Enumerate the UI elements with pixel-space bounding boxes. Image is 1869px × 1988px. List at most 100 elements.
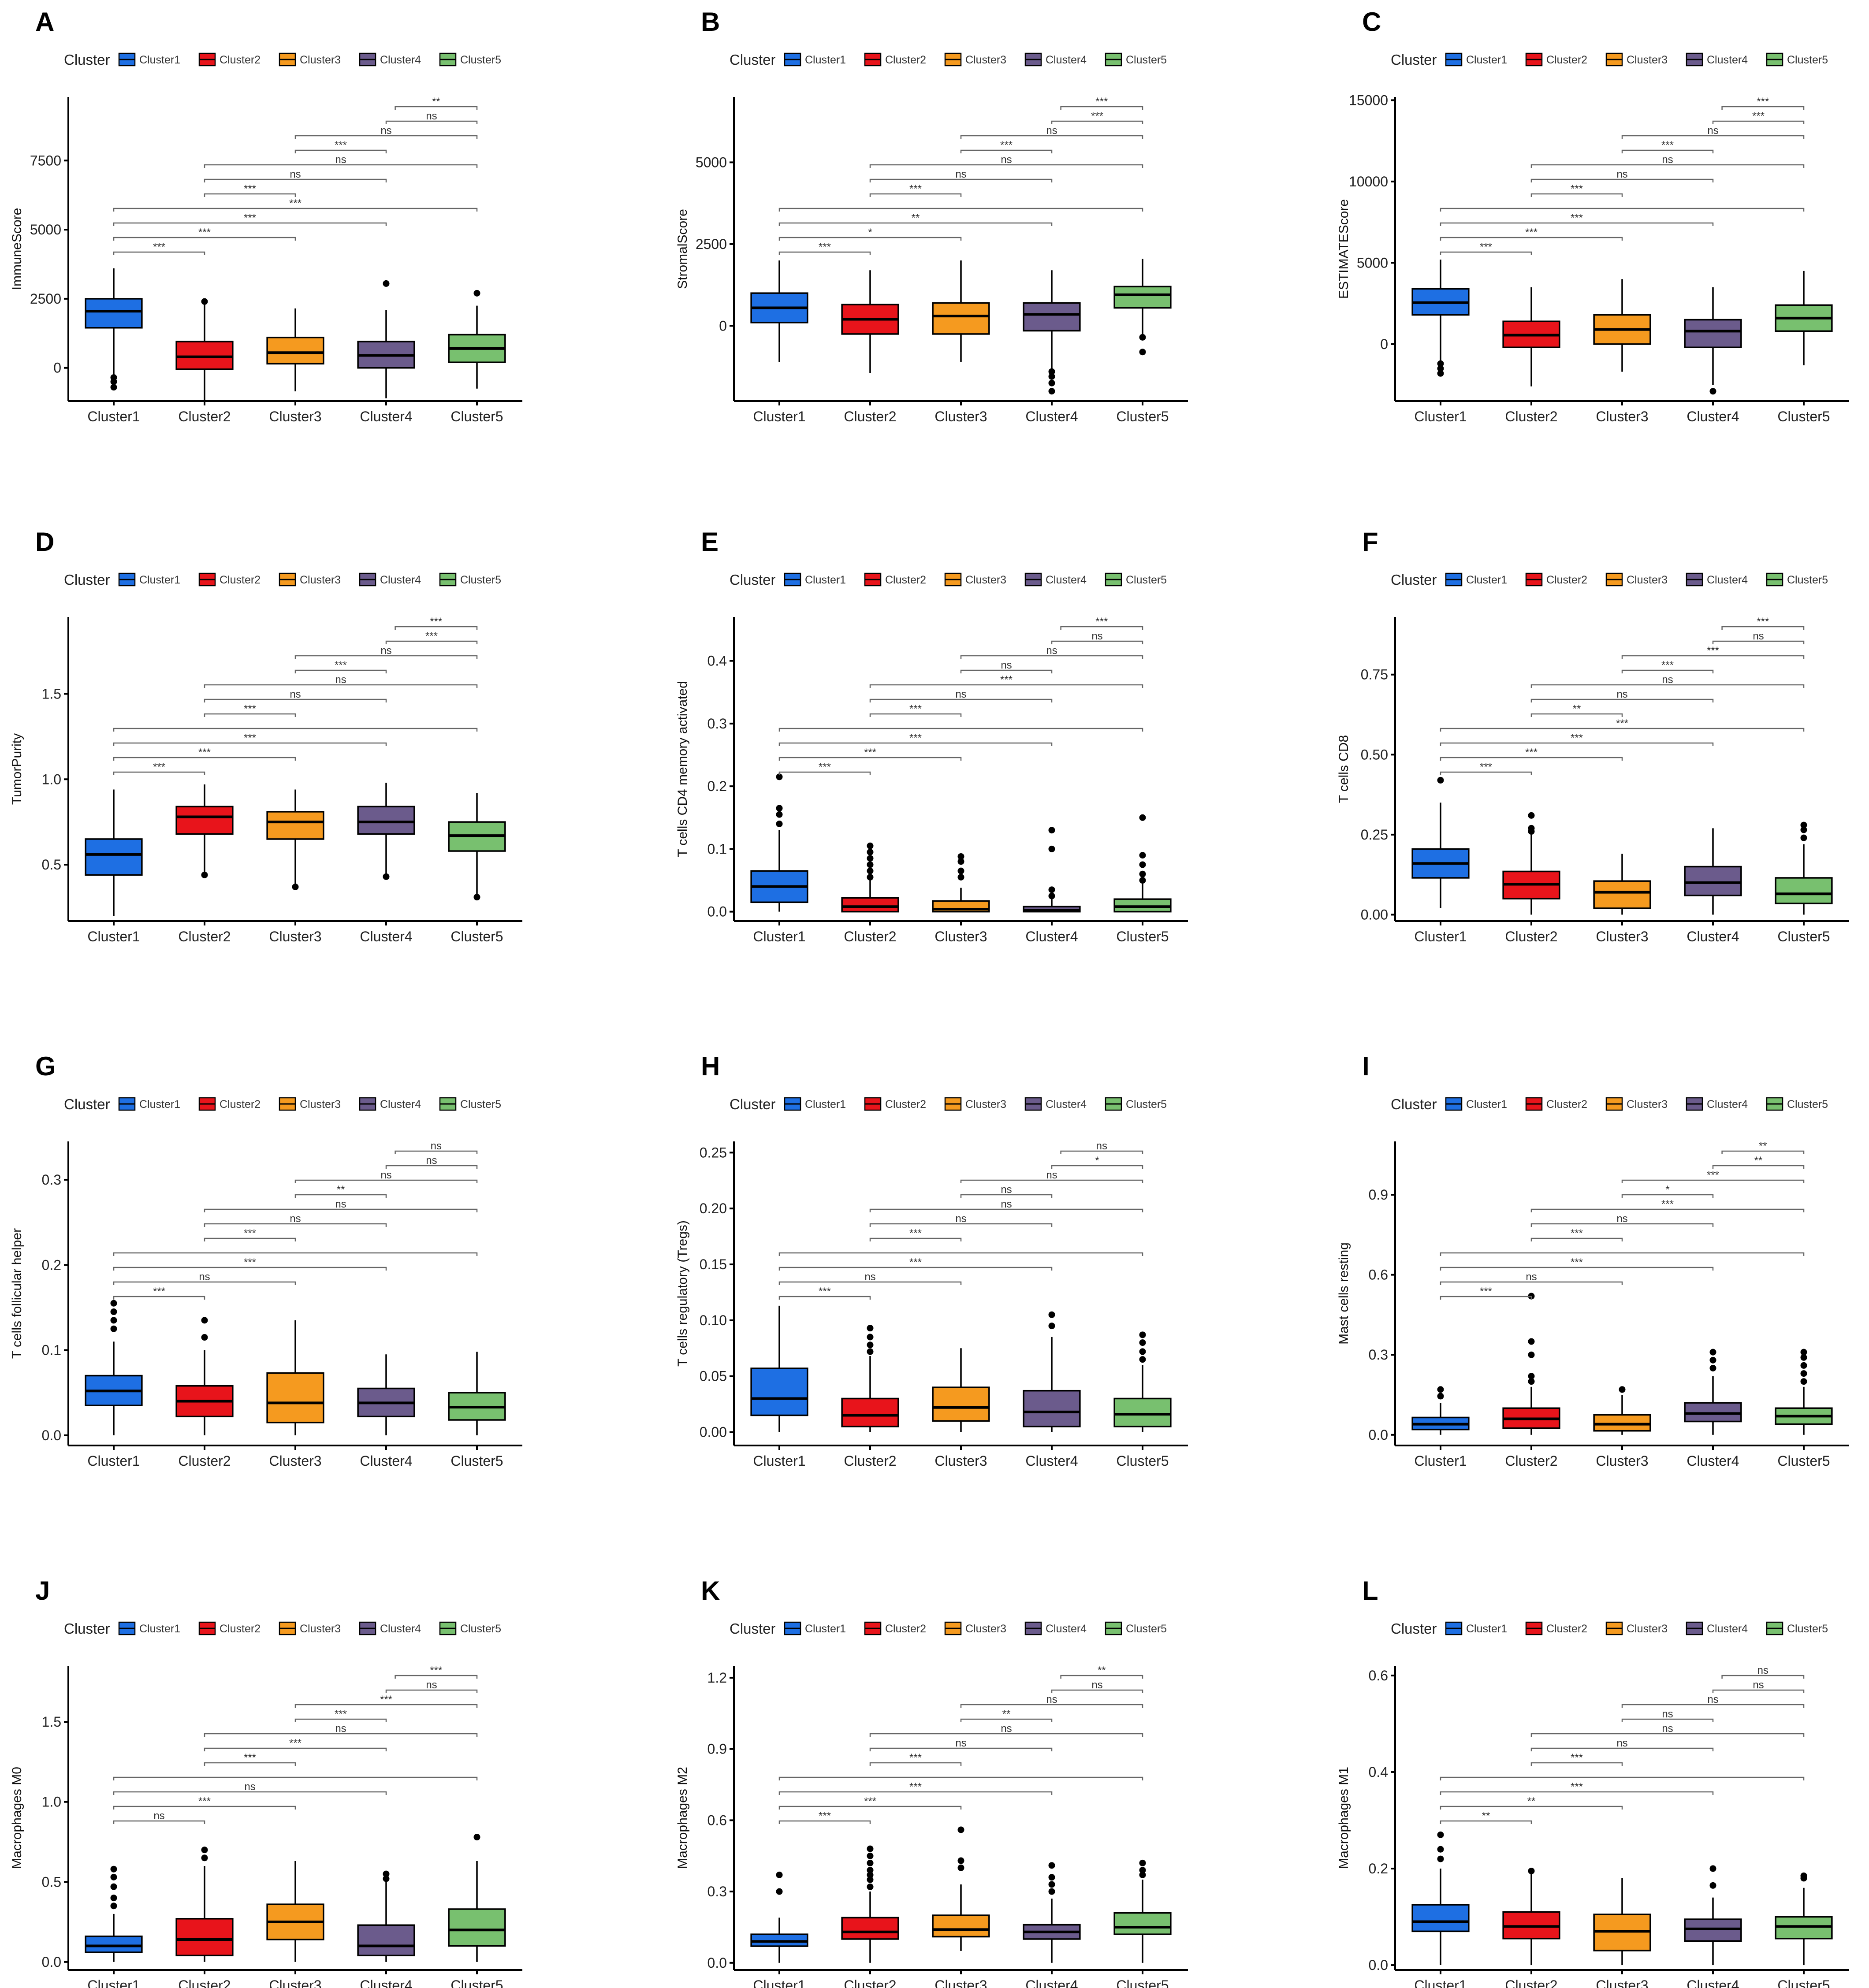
significance-bracket: *** <box>869 703 962 717</box>
outlier-point <box>292 883 299 890</box>
legend-swatch-5 <box>1766 1621 1783 1635</box>
significance-label: ns <box>1662 154 1673 166</box>
legend-label: Cluster3 <box>300 1623 341 1635</box>
outlier-point <box>776 811 783 818</box>
legend-swatch-1 <box>118 1097 136 1111</box>
significance-label: ** <box>1754 1155 1763 1167</box>
significance-label: ns <box>1662 674 1673 686</box>
box-body <box>1593 1414 1651 1432</box>
bracket-line <box>204 164 478 168</box>
y-tick-label: 0.05 <box>700 1368 727 1384</box>
y-tick-label: 0.50 <box>1361 747 1388 762</box>
legend-swatch-5 <box>1105 572 1122 587</box>
y-tick-label: 0.25 <box>700 1144 727 1160</box>
y-tick-label: 5000 <box>30 222 61 238</box>
significance-bracket: *** <box>1440 717 1805 732</box>
legend-label: Cluster2 <box>220 54 261 66</box>
significance-label: * <box>1095 1155 1099 1167</box>
significance-label: *** <box>1707 1169 1719 1181</box>
y-tick-label: 2500 <box>30 291 61 307</box>
significance-bracket: *** <box>294 659 387 673</box>
significance-bracket: ns <box>1721 1665 1805 1679</box>
bracket-line <box>778 757 962 761</box>
bracket-line <box>1621 1704 1805 1708</box>
legend-label: Cluster1 <box>139 1623 180 1635</box>
bracket-line <box>204 699 387 702</box>
significance-bracket: *** <box>778 732 1053 746</box>
legend-label: Cluster4 <box>1707 54 1748 66</box>
significance-label: ns <box>1753 630 1764 642</box>
significance-label: ns <box>864 1271 875 1283</box>
outlier-point <box>1528 1378 1535 1385</box>
significance-label: ns <box>335 154 346 166</box>
bracket-line <box>869 193 962 197</box>
significance-label: *** <box>1480 241 1492 253</box>
box-2 <box>1502 812 1560 915</box>
bracket-line <box>1440 742 1714 746</box>
box-body <box>841 1397 899 1427</box>
box-1 <box>1411 1386 1470 1435</box>
significance-label: ns <box>1001 1198 1012 1210</box>
panel-letter: F <box>1362 527 1378 557</box>
significance-label: ns <box>1526 1271 1537 1283</box>
outlier-point <box>1528 1351 1535 1358</box>
significance-bracket: ns <box>204 1213 387 1227</box>
outlier-point <box>1048 892 1055 899</box>
significance-bracket <box>113 1252 478 1256</box>
box-4 <box>1684 287 1742 395</box>
outlier-point <box>1437 360 1444 367</box>
legend: Cluster Cluster1 Cluster2 Cluster3 Cluster4 C… <box>64 1096 501 1112</box>
significance-label: ns <box>955 1737 966 1749</box>
significance-label: ns <box>1616 168 1627 180</box>
outlier-point <box>1709 1349 1716 1356</box>
legend: Cluster Cluster1 Cluster2 Cluster3 Cluster4 C… <box>64 52 501 68</box>
legend-title: Cluster <box>64 52 110 68</box>
panel-letter: A <box>35 7 54 37</box>
significance-label: ns <box>955 168 966 180</box>
x-tick-label: Cluster4 <box>1687 929 1739 944</box>
legend-label: Cluster4 <box>1046 1623 1087 1635</box>
box-body <box>85 1935 143 1953</box>
legend-swatch-2 <box>1525 1097 1543 1111</box>
bracket-line <box>778 1267 1053 1271</box>
significance-label: *** <box>909 183 922 195</box>
legend-swatch-1 <box>784 1621 801 1635</box>
panel-b: B Cluster Cluster1 Cluster2 Cluster3 Cluster4… <box>675 7 1188 424</box>
box-4 <box>1023 1862 1081 1963</box>
legend-label: Cluster5 <box>460 1098 501 1111</box>
outlier-point <box>1139 877 1146 884</box>
x-tick-label: Cluster2 <box>1505 409 1557 424</box>
bracket-line <box>204 193 296 197</box>
significance-label: *** <box>819 1810 831 1822</box>
legend-swatch-1 <box>784 52 801 67</box>
bracket-line <box>1530 1223 1714 1227</box>
significance-bracket <box>1440 208 1805 212</box>
legend: Cluster Cluster1 Cluster2 Cluster3 Cluster4 C… <box>1391 52 1828 68</box>
significance-bracket: ns <box>1051 630 1143 644</box>
box-5 <box>448 1834 506 1962</box>
significance-bracket: ** <box>1060 1665 1143 1679</box>
significance-label: * <box>868 227 872 238</box>
legend-swatch-3 <box>279 52 296 67</box>
x-tick-label: Cluster3 <box>1596 1977 1648 1988</box>
significance-label: *** <box>1757 616 1769 628</box>
legend-swatch-4 <box>1024 572 1042 587</box>
bracket-line <box>1621 655 1805 659</box>
legend-label: Cluster1 <box>139 1098 180 1111</box>
bracket-line <box>778 1806 962 1810</box>
legend-label: Cluster2 <box>1546 54 1587 66</box>
legend-swatch-4 <box>359 1097 376 1111</box>
box-2 <box>1502 1293 1560 1435</box>
bracket-line <box>1440 1267 1714 1271</box>
outlier-point <box>1528 1373 1535 1380</box>
outlier-point <box>201 871 208 878</box>
significance-bracket: ns <box>1051 1679 1143 1693</box>
outlier-point <box>1048 1862 1055 1869</box>
box-5 <box>1113 259 1172 356</box>
outlier-point <box>1800 826 1807 833</box>
significance-bracket: *** <box>1530 183 1623 197</box>
bracket-line <box>1621 135 1805 139</box>
x-tick-label: Cluster5 <box>1777 1977 1830 1988</box>
significance-label: *** <box>909 1752 922 1764</box>
bracket-line <box>869 178 1053 182</box>
